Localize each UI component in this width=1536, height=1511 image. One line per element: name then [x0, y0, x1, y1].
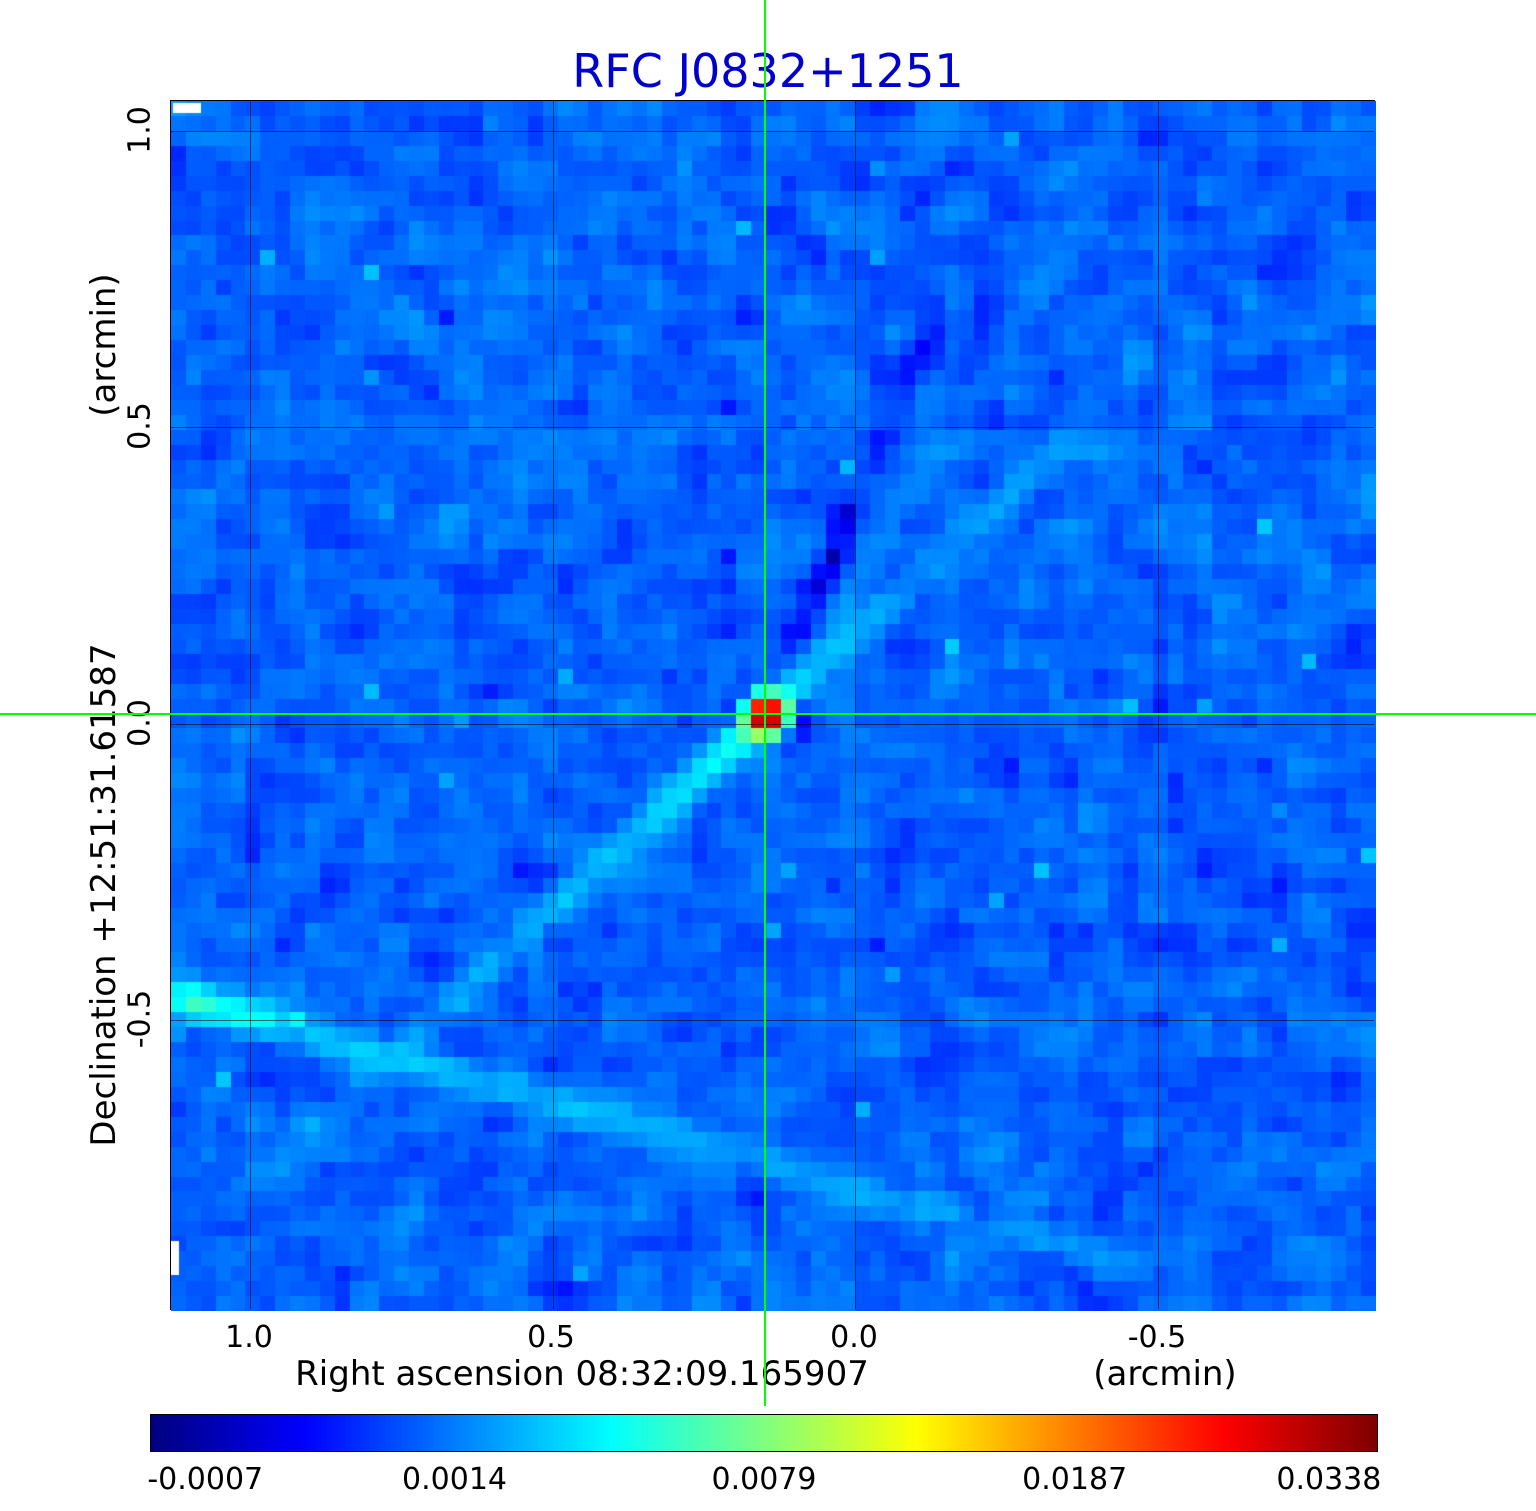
- colorbar-tick-label: -0.0007: [147, 1462, 264, 1497]
- grid-line-vertical: [855, 101, 857, 1309]
- grid-line-horizontal: [171, 1020, 1374, 1022]
- y-tick-label: 0.5: [122, 402, 158, 450]
- grid-line-vertical: [1158, 101, 1159, 1309]
- x-tick-label: 0.0: [830, 1320, 878, 1355]
- grid-line-horizontal: [171, 130, 1374, 132]
- figure-title: RFC J0832+1251: [572, 44, 964, 98]
- plot-area: [170, 100, 1376, 1311]
- grid-line-horizontal: [171, 427, 1374, 429]
- colorbar-labels: -0.0007 0.0014 0.0079 0.0187 0.0338: [147, 1462, 1382, 1502]
- crosshair-vertical-line: [764, 0, 766, 1406]
- colorbar-tick-label: 0.0338: [1276, 1462, 1382, 1497]
- grid-line-vertical: [552, 101, 554, 1309]
- crosshair-horizontal-line: [0, 713, 1536, 715]
- y-tick-label: 0.0: [122, 699, 158, 747]
- x-axis-label: Right ascension 08:32:09.165907: [295, 1354, 869, 1394]
- grid-line-horizontal: [171, 723, 1374, 725]
- y-axis-label: Declination +12:51:31.61587: [84, 643, 124, 1147]
- grid-line-vertical: [249, 101, 251, 1309]
- colorbar-tick-label: 0.0187: [1022, 1462, 1128, 1497]
- y-axis-unit-label: (arcmin): [84, 273, 124, 417]
- x-axis-unit-label: (arcmin): [1093, 1354, 1237, 1394]
- colorbar-tick-label: 0.0079: [711, 1462, 817, 1497]
- x-tick-label: 1.0: [225, 1320, 273, 1355]
- colorbar-tick-label: 0.0014: [402, 1462, 508, 1497]
- y-tick-label: -0.5: [122, 989, 158, 1049]
- x-tick-label: -0.5: [1127, 1320, 1187, 1355]
- sky-map-canvas: [171, 101, 1376, 1311]
- x-tick-label: 0.5: [527, 1320, 575, 1355]
- colorbar: [150, 1414, 1378, 1452]
- y-tick-label: 1.0: [122, 106, 158, 154]
